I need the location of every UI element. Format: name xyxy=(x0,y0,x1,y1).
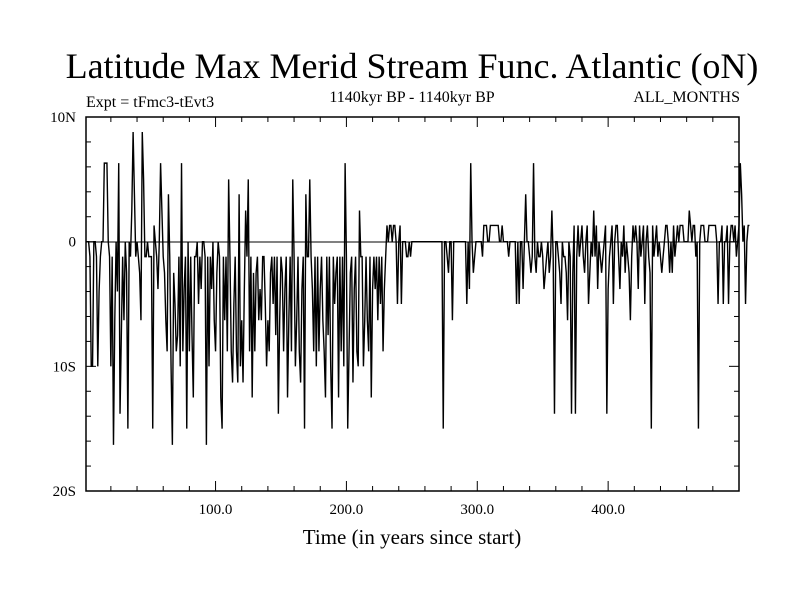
series-line-1 xyxy=(86,131,750,445)
x-tick-label: 400.0 xyxy=(591,502,625,518)
y-tick-label: 0 xyxy=(69,235,77,251)
y-tick-label: 20S xyxy=(53,484,76,500)
x-tick-label: 300.0 xyxy=(460,502,494,518)
experiment-label: Expt = tFmc3-tEvt3 xyxy=(86,94,214,111)
x-tick-label: 100.0 xyxy=(199,502,233,518)
y-tick-label: 10N xyxy=(50,110,76,126)
y-tick-label: 10S xyxy=(53,359,76,375)
y-tick-labels: 10N 0 10S 20S xyxy=(50,110,76,500)
x-tick-labels: 100.0 200.0 300.0 400.0 xyxy=(199,502,625,518)
x-axis-label: Time (in years since start) xyxy=(303,525,522,549)
chart-title: Latitude Max Merid Stream Func. Atlantic… xyxy=(66,46,759,86)
months-label: ALL_MONTHS xyxy=(633,89,740,106)
time-period-label: 1140kyr BP - 1140kyr BP xyxy=(329,89,494,106)
plot-frame xyxy=(85,116,740,492)
series-layer xyxy=(86,131,750,445)
plot-area xyxy=(85,116,750,492)
x-tick-label: 200.0 xyxy=(330,502,364,518)
